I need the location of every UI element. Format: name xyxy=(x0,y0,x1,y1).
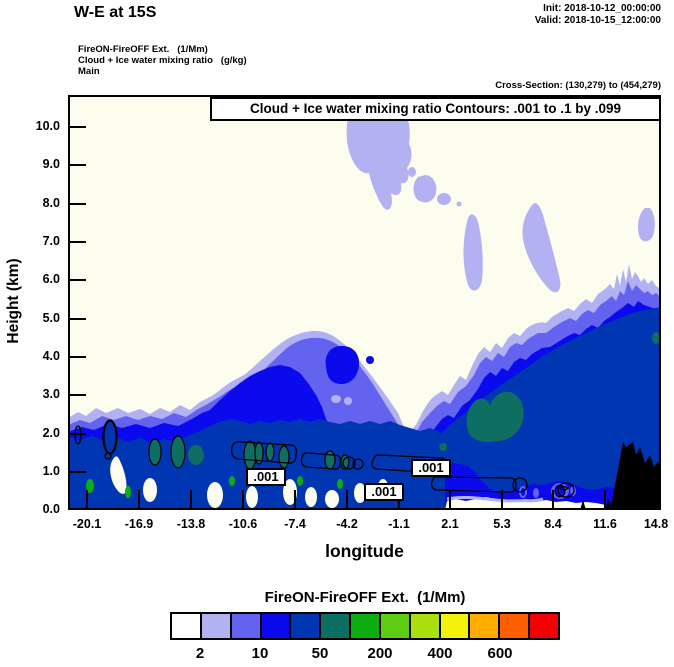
colorbar-swatch xyxy=(319,612,352,640)
contour-label: .001 xyxy=(364,483,404,501)
model-times: Init: 2018-10-12_00:00:00 Valid: 2018-10… xyxy=(535,3,661,27)
cross-section-plot: Cloud + Ice water mixing ratio Contours:… xyxy=(68,95,661,510)
x-tick-label: -20.1 xyxy=(72,517,102,531)
subtitle-line-3: Main xyxy=(78,66,100,77)
colorbar-tick-label: 200 xyxy=(367,645,393,662)
colorbar-swatch xyxy=(289,612,322,640)
init-time: Init: 2018-10-12_00:00:00 xyxy=(543,3,661,14)
y-tick-label: 9.0 xyxy=(42,157,60,171)
colorbar-tick-label: 400 xyxy=(427,645,453,662)
y-tick-label: 6.0 xyxy=(42,272,60,286)
colorbar-tick-label: 2 xyxy=(195,645,205,662)
upper-cloud-patches xyxy=(346,113,655,293)
y-tick-label: 5.0 xyxy=(42,311,60,325)
x-tick-label: -7.4 xyxy=(284,517,306,531)
axis-ticks xyxy=(70,126,657,508)
contour-label: .001 xyxy=(246,468,286,486)
contour-title-box: Cloud + Ice water mixing ratio Contours:… xyxy=(210,97,661,121)
y-tick-label: 1.0 xyxy=(42,464,60,478)
colorbar-swatch xyxy=(349,612,381,640)
colorbar-swatch xyxy=(170,612,202,640)
field-subtitles: FireON-FireOFF Ext. (1/Mm) Cloud + Ice w… xyxy=(78,44,247,77)
colorbar-swatch xyxy=(528,612,560,640)
x-tick-label: 11.6 xyxy=(593,517,617,531)
page-title: W-E at 15S xyxy=(74,4,157,21)
subtitle-line-1: FireON-FireOFF Ext. (1/Mm) xyxy=(78,44,208,55)
x-tick-label: -4.2 xyxy=(336,517,358,531)
x-tick-label: 2.1 xyxy=(441,517,459,531)
y-tick-label: 4.0 xyxy=(42,349,60,363)
colorbar xyxy=(170,612,560,640)
y-tick-label: 10.0 xyxy=(35,119,60,133)
colorbar-swatch xyxy=(259,612,292,640)
y-tick-label: 8.0 xyxy=(42,196,60,210)
y-tick-label: 2.0 xyxy=(42,426,60,440)
x-tick-label: 14.8 xyxy=(643,517,669,531)
y-tick-label: 0.0 xyxy=(42,502,60,516)
green-spots xyxy=(86,476,343,498)
subtitle-line-2: Cloud + Ice water mixing ratio (g/kg) xyxy=(78,55,247,66)
cross-section-canvas xyxy=(70,97,659,508)
x-tick-label: -1.1 xyxy=(388,517,410,531)
valid-time: Valid: 2018-10-15_12:00:00 xyxy=(534,15,661,26)
terrain xyxy=(605,442,659,508)
colorbar-swatch xyxy=(199,612,232,640)
x-axis-label: longitude xyxy=(325,541,404,561)
teal-cells xyxy=(103,332,659,470)
surface-dots xyxy=(519,483,576,499)
dome-light-dots xyxy=(331,395,352,405)
colorbar-tick-label: 10 xyxy=(251,645,269,662)
x-tick-label: -10.6 xyxy=(228,517,258,531)
under-plume-fringe xyxy=(446,495,544,503)
colorbar-tick-label: 600 xyxy=(487,645,513,662)
x-tick-label: 8.4 xyxy=(544,517,562,531)
colorbar-swatch xyxy=(498,612,531,640)
colorbar-swatch xyxy=(468,612,501,640)
colorbar-swatch xyxy=(229,612,262,640)
terrain-spur xyxy=(580,500,586,508)
y-tick-label: 3.0 xyxy=(42,387,60,401)
colorbar-swatch xyxy=(438,612,471,640)
cross-section-label: Cross-Section: (130,279) to (454,279) xyxy=(495,80,661,91)
colorbar-tick-label: 50 xyxy=(311,645,329,662)
band-fill-navy-right xyxy=(440,307,659,495)
colorbar-title: FireON-FireOFF Ext. (1/Mm) xyxy=(264,589,466,606)
y-axis-label: Height (km) xyxy=(5,258,22,344)
colorbar-swatch xyxy=(408,612,441,640)
colorbar-swatch xyxy=(378,612,411,640)
contour-label: .001 xyxy=(411,459,451,477)
x-tick-label: -16.9 xyxy=(124,517,154,531)
y-tick-label: 7.0 xyxy=(42,234,60,248)
dome-core-blobs xyxy=(325,345,374,385)
x-tick-label: 5.3 xyxy=(493,517,511,531)
x-tick-label: -13.8 xyxy=(176,517,206,531)
